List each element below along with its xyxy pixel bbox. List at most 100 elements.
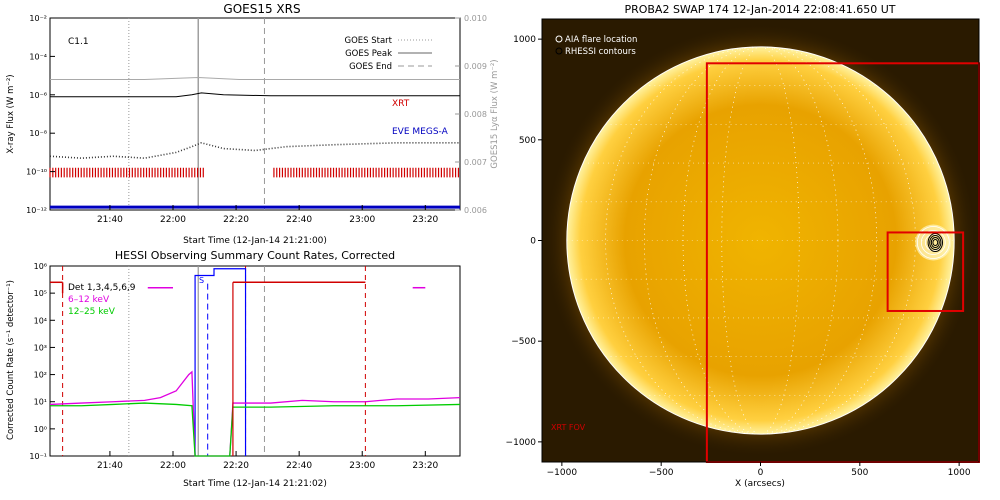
goes-x-tick-label: 22:00 — [160, 215, 186, 225]
hessi-y-tick-label: 10⁵ — [34, 289, 47, 298]
hessi-x-tick-label: 22:00 — [160, 461, 186, 471]
swap-image — [543, 23, 980, 464]
goes-y2-ticks: 0.006 0.007 0.008 0.009 0.010 — [455, 14, 487, 215]
hessi-plot-area — [49, 266, 461, 457]
goes-legend-start: GOES Start — [344, 36, 392, 46]
swap-longitude-line — [643, 46, 878, 435]
hessi-x-axis-label: Start Time (12-Jan-14 21:21:02) — [183, 479, 327, 489]
goes-y-ticks: 10⁻¹² 10⁻¹⁰ 10⁻⁸ 10⁻⁶ 10⁻⁴ 10⁻² — [26, 14, 55, 215]
swap-x-tick-label: −1000 — [547, 468, 578, 478]
hessi-x-tick-label: 23:00 — [349, 461, 375, 471]
swap-y-tick-label: −1000 — [506, 438, 537, 448]
hessi-legend-6-12: 6–12 keV — [68, 295, 110, 305]
hessi-x-tick-label: 23:20 — [412, 461, 438, 471]
rhessi-contour — [930, 237, 940, 249]
swap-legend: AIA flare location RHESSI contours — [555, 35, 637, 57]
goes-eve-series — [49, 141, 460, 159]
rhessi-contour — [929, 235, 942, 251]
goes-y-tick-label: 10⁻⁸ — [29, 129, 47, 138]
hessi-attenuator-label: S — [199, 276, 204, 285]
rhessi-legend-marker — [555, 47, 563, 55]
goes-x-ticks: 21:40 22:00 22:20 22:40 23:00 23:20 — [97, 205, 439, 225]
hessi-x-tick-label: 22:20 — [223, 461, 249, 471]
goes-y-tick-label: 10⁻¹² — [26, 206, 47, 215]
goes-y2-tick-label: 0.007 — [464, 158, 487, 167]
goes-lya-series — [50, 77, 460, 80]
goes-x-tick-label: 23:00 — [349, 215, 375, 225]
swap-solar-disk — [566, 46, 955, 435]
hessi-y-tick-label: 10⁶ — [34, 262, 47, 271]
hessi-y-axis-label: Corrected Count Rate (s⁻¹ detector⁻¹) — [6, 280, 16, 440]
swap-y-tick-label: 500 — [519, 136, 536, 146]
goes-legend-end: GOES End — [349, 62, 392, 72]
aia-flare-circle — [920, 230, 946, 255]
aia-legend-marker — [555, 35, 563, 43]
aia-flare-circle — [916, 226, 950, 259]
swap-title: PROBA2 SWAP 174 12-Jan-2014 22:08:41.650… — [624, 3, 895, 16]
swap-y-tick-label: 0 — [530, 237, 536, 247]
goes-y-tick-label: 10⁻⁶ — [29, 91, 47, 100]
swap-x-tick-label: 0 — [758, 468, 764, 478]
goes-legend-peak: GOES Peak — [345, 49, 392, 59]
swap-panel: PROBA2 SWAP 174 12-Jan-2014 22:08:41.650… — [506, 3, 980, 489]
goes-xrt-series — [50, 92, 460, 98]
hessi-legend: Det 1,3,4,5,6,9 6–12 keV 12–25 keV — [68, 283, 136, 317]
hessi-legend-12-25: 12–25 keV — [68, 307, 116, 317]
goes-y2-tick-label: 0.010 — [464, 14, 487, 23]
goes-y-tick-label: 10⁻¹⁰ — [26, 168, 47, 177]
goes-title: GOES15 XRS — [223, 2, 300, 16]
goes-x-tick-label: 23:20 — [412, 215, 438, 225]
goes-y-tick-label: 10⁻⁴ — [29, 52, 47, 61]
swap-x-axis-label: X (arcsecs) — [735, 479, 785, 489]
hessi-legend-det: Det 1,3,4,5,6,9 — [68, 283, 136, 293]
swap-fov-label: XRT FOV — [551, 423, 586, 432]
goes-y2-tick-label: 0.008 — [464, 110, 487, 119]
hessi-attenuator-state — [194, 268, 247, 456]
goes-x-tick-label: 21:40 — [97, 215, 123, 225]
hessi-title: HESSI Observing Summary Count Rates, Cor… — [115, 249, 395, 262]
hessi-y-tick-label: 10³ — [34, 343, 47, 352]
goes-legend: GOES Start GOES Peak GOES End — [344, 36, 432, 72]
hessi-y-tick-label: 10² — [34, 371, 47, 380]
swap-y-tick-label: 1000 — [513, 35, 536, 45]
goes-y2-tick-label: 0.006 — [464, 206, 487, 215]
goes-y2-tick-label: 0.009 — [464, 62, 487, 71]
goes-class-label: C1.1 — [68, 37, 89, 47]
aia-fov-box — [886, 231, 965, 312]
swap-x-tick-label: 1000 — [948, 468, 971, 478]
swap-x-tick-label: −500 — [649, 468, 674, 478]
goes-plot-area — [49, 18, 460, 210]
hessi-y-tick-label: 10⁴ — [34, 316, 47, 325]
goes-eve-label: EVE MEGS-A — [392, 127, 449, 137]
goes-panel: GOES15 XRS C1.1 GOES Start GOES Peak GOE… — [6, 2, 500, 246]
swap-x-ticks: −1000 −500 0 500 1000 — [547, 462, 971, 478]
goes-x-axis-label: Start Time (12-Jan-14 21:21:00) — [183, 236, 327, 246]
goes-x-tick-label: 22:40 — [286, 215, 312, 225]
hessi-12-25-series — [50, 402, 461, 457]
hessi-x-tick-label: 21:40 — [97, 461, 123, 471]
goes-xrt-label: XRT — [392, 99, 410, 109]
hessi-plot-frame — [49, 265, 461, 457]
goes-x-tick-label: 22:20 — [223, 215, 249, 225]
hessi-y-tick-label: 10⁰ — [34, 425, 47, 434]
swap-y-tick-label: −500 — [511, 337, 536, 347]
rhessi-contour — [932, 239, 939, 247]
hessi-y-tick-label: 10⁻¹ — [29, 452, 47, 461]
hessi-6-12-series — [49, 370, 461, 457]
hessi-panel: HESSI Observing Summary Count Rates, Cor… — [6, 249, 461, 489]
goes-y-tick-label: 10⁻² — [29, 14, 47, 23]
goes-y-axis-label: X-ray Flux (W m⁻²) — [6, 74, 16, 153]
hessi-x-tick-label: 22:40 — [286, 461, 312, 471]
swap-limb — [566, 46, 955, 435]
rhessi-contour — [927, 233, 943, 253]
hessi-x-ticks: 21:40 22:00 22:20 22:40 23:00 23:20 — [97, 451, 439, 471]
goes-plot-frame — [49, 17, 461, 211]
swap-x-tick-label: 500 — [851, 468, 868, 478]
hessi-y-ticks: 10⁻¹ 10⁰ 10¹ 10² 10³ 10⁴ 10⁵ 10⁶ — [29, 262, 55, 461]
swap-legend-rhessi: RHESSI contours — [565, 47, 636, 57]
goes-y2-axis-label: GOES15 Lyα Flux (W m⁻²) — [490, 59, 500, 168]
swap-y-ticks: −1000 −500 0 500 1000 — [506, 35, 542, 448]
hessi-y-tick-label: 10¹ — [34, 398, 47, 407]
swap-legend-aia: AIA flare location — [565, 35, 637, 45]
